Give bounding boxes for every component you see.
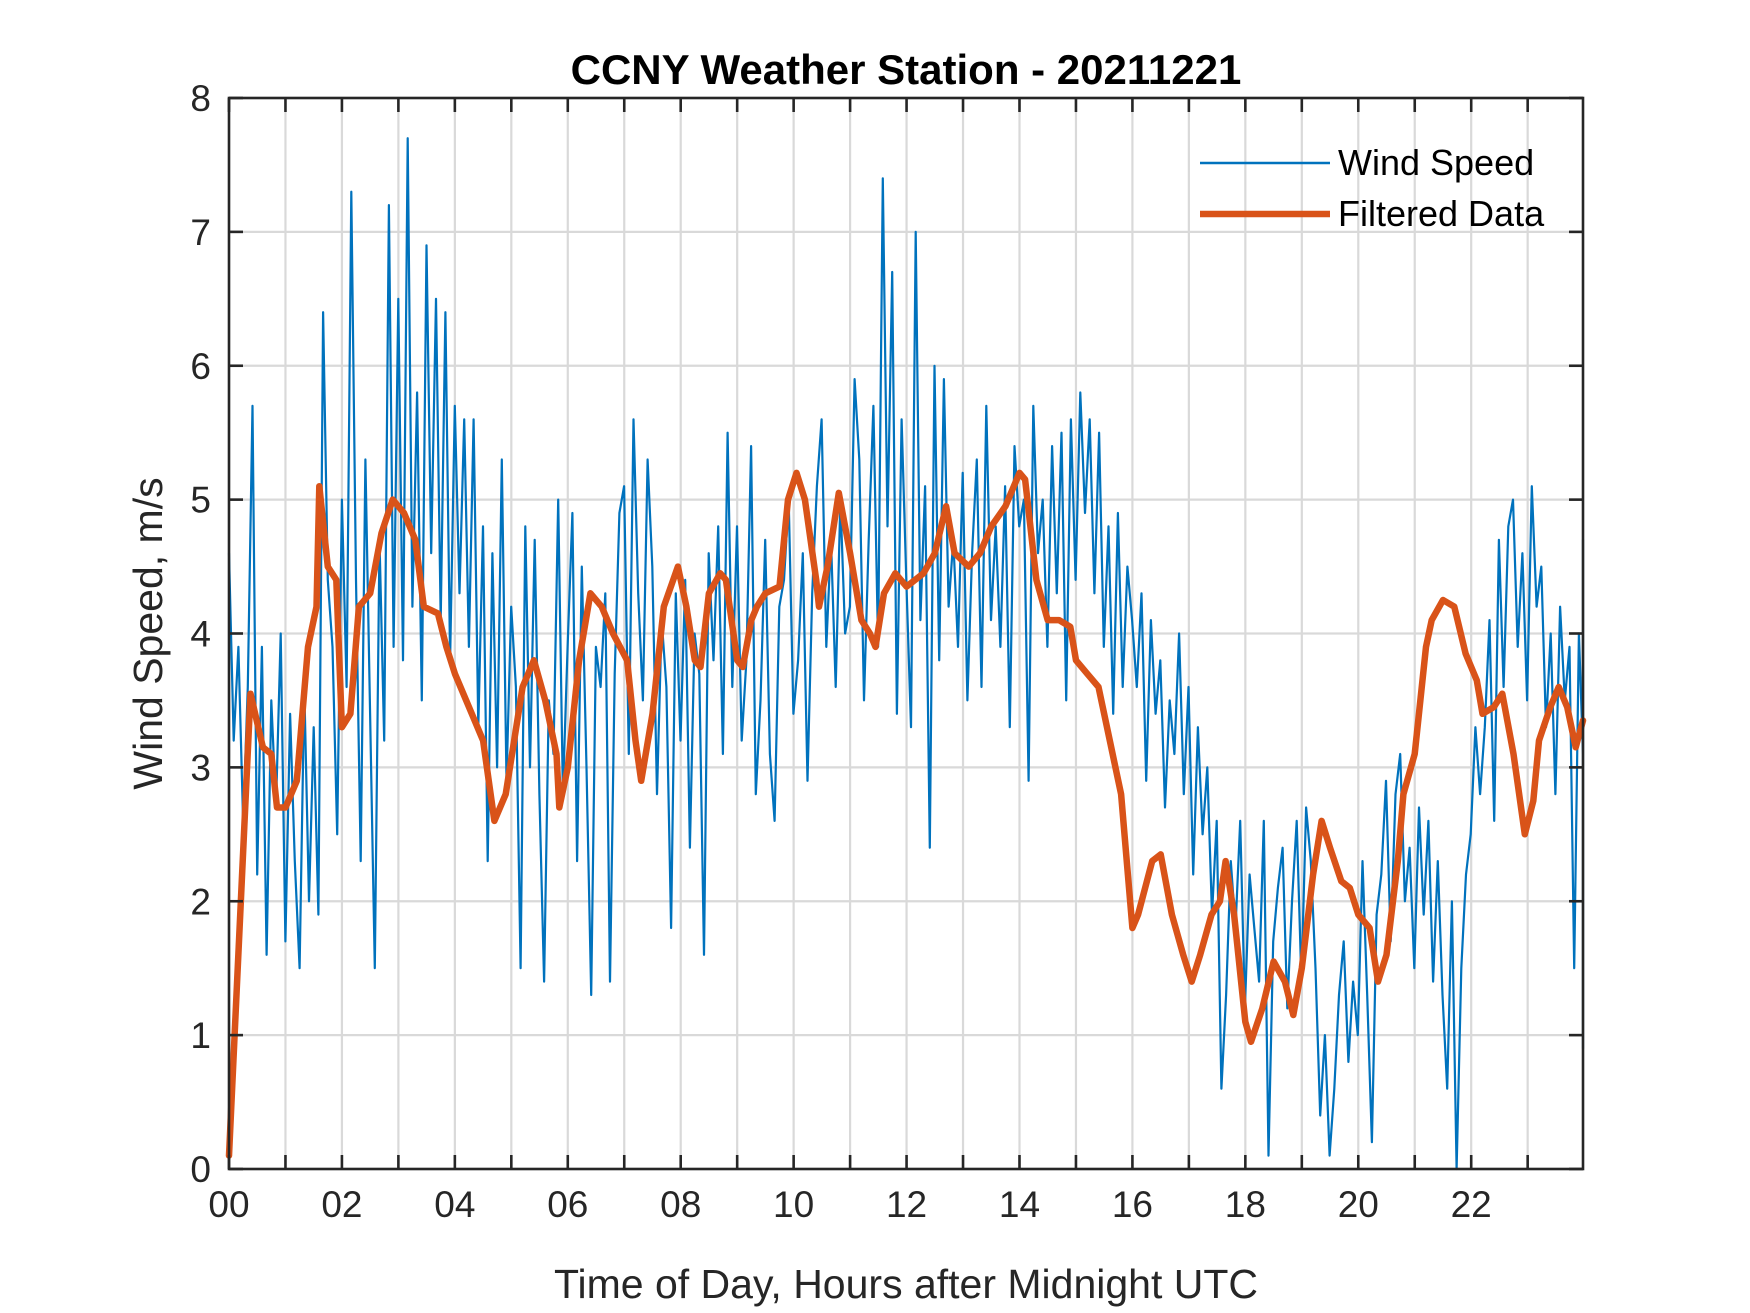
y-tick-label: 6 (190, 346, 211, 387)
x-tick-label: 00 (208, 1184, 249, 1225)
y-tick-label: 4 (190, 614, 211, 655)
x-tick-label: 04 (434, 1184, 475, 1225)
x-tick-label: 14 (999, 1184, 1040, 1225)
y-tick-label: 3 (190, 747, 211, 788)
axes (227, 96, 1585, 1171)
filtered-data-series (225, 469, 1587, 1159)
x-tick-label: 22 (1451, 1184, 1492, 1225)
y-tick-label: 1 (190, 1015, 211, 1056)
y-tick-label: 2 (190, 881, 211, 922)
filtered-data-line (225, 469, 1587, 1159)
y-tick-label: 7 (190, 212, 211, 253)
x-tick-labels: 00 02 04 06 08 10 12 14 16 18 20 22 (208, 1184, 1491, 1225)
y-tick-label: 5 (190, 480, 211, 521)
y-tick-label: 8 (190, 78, 211, 119)
x-tick-label: 02 (321, 1184, 362, 1225)
x-tick-label: 10 (773, 1184, 814, 1225)
wind-speed-series (227, 137, 1585, 1171)
wind-speed-line (227, 137, 1585, 1171)
legend-label-filtered-data: Filtered Data (1338, 193, 1545, 234)
x-axis-label: Time of Day, Hours after Midnight UTC (554, 1261, 1258, 1307)
chart-title: CCNY Weather Station - 20211221 (571, 46, 1242, 93)
x-tick-label: 16 (1112, 1184, 1153, 1225)
legend: Wind Speed Filtered Data (1200, 142, 1545, 234)
y-axis-label: Wind Speed, m/s (125, 477, 171, 789)
y-tick-label: 0 (190, 1149, 211, 1190)
legend-label-wind-speed: Wind Speed (1338, 142, 1534, 183)
x-tick-label: 20 (1338, 1184, 1379, 1225)
x-tick-label: 18 (1225, 1184, 1266, 1225)
y-tick-labels: 0 1 2 3 4 5 6 7 8 (190, 78, 211, 1190)
x-tick-label: 08 (660, 1184, 701, 1225)
x-tick-label: 12 (886, 1184, 927, 1225)
x-tick-label: 06 (547, 1184, 588, 1225)
